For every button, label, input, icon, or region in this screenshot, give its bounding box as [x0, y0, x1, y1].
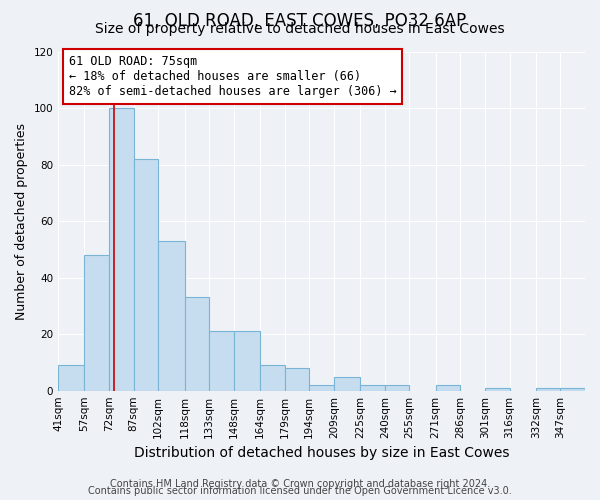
X-axis label: Distribution of detached houses by size in East Cowes: Distribution of detached houses by size … — [134, 446, 509, 460]
Bar — [109, 108, 134, 391]
Bar — [485, 388, 509, 390]
Text: Contains HM Land Registry data © Crown copyright and database right 2024.: Contains HM Land Registry data © Crown c… — [110, 479, 490, 489]
Bar — [260, 365, 284, 390]
Text: Contains public sector information licensed under the Open Government Licence v3: Contains public sector information licen… — [88, 486, 512, 496]
Bar — [284, 368, 309, 390]
Bar — [185, 298, 209, 390]
Bar — [209, 332, 234, 390]
Bar — [334, 376, 360, 390]
Bar — [58, 365, 85, 390]
Text: 61, OLD ROAD, EAST COWES, PO32 6AP: 61, OLD ROAD, EAST COWES, PO32 6AP — [133, 12, 467, 30]
Bar — [436, 385, 460, 390]
Bar — [385, 385, 409, 390]
Y-axis label: Number of detached properties: Number of detached properties — [15, 122, 28, 320]
Bar — [560, 388, 585, 390]
Text: 61 OLD ROAD: 75sqm
← 18% of detached houses are smaller (66)
82% of semi-detache: 61 OLD ROAD: 75sqm ← 18% of detached hou… — [69, 55, 397, 98]
Bar — [536, 388, 560, 390]
Bar — [85, 255, 109, 390]
Text: Size of property relative to detached houses in East Cowes: Size of property relative to detached ho… — [95, 22, 505, 36]
Bar — [234, 332, 260, 390]
Bar — [134, 159, 158, 390]
Bar — [360, 385, 385, 390]
Bar — [309, 385, 334, 390]
Bar — [158, 241, 185, 390]
